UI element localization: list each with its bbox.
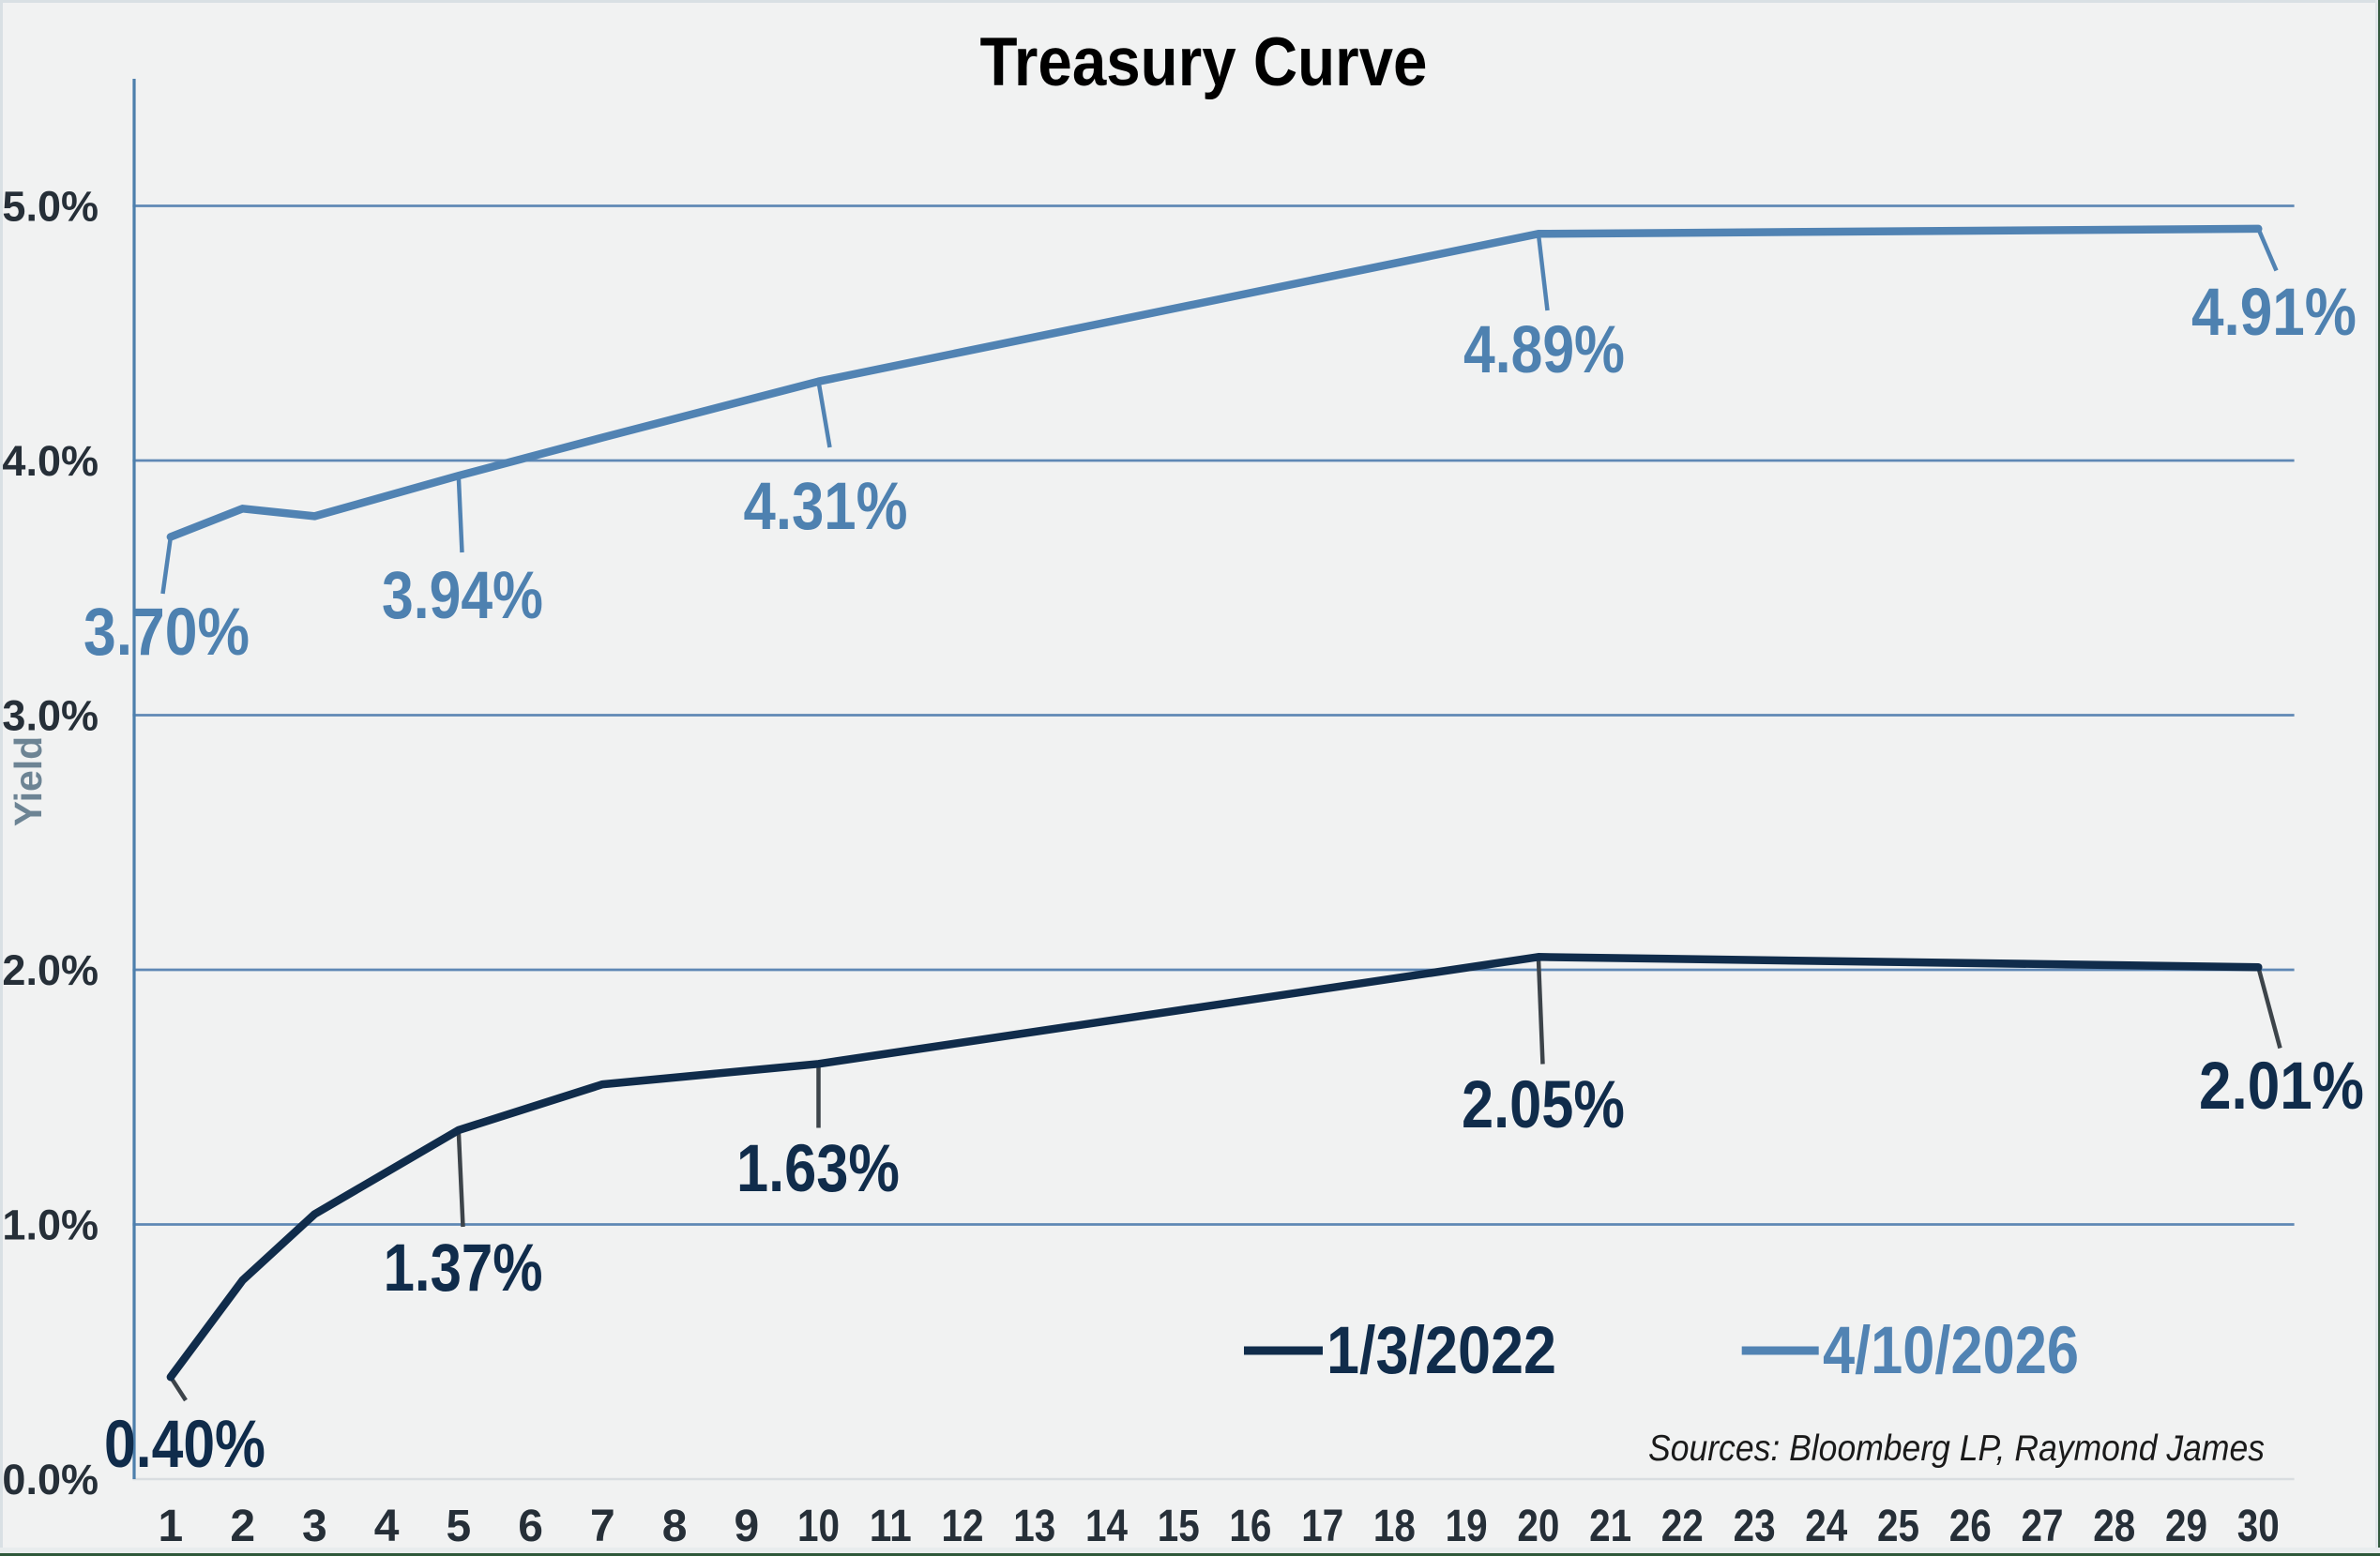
svg-text:17: 17 [1301, 1502, 1343, 1551]
svg-text:24: 24 [1805, 1502, 1847, 1551]
svg-text:23: 23 [1734, 1502, 1776, 1551]
svg-text:4/10/2026: 4/10/2026 [1823, 1314, 2079, 1388]
svg-text:4.31%: 4.31% [744, 470, 908, 544]
svg-text:5.0%: 5.0% [2, 183, 99, 231]
svg-text:2.0%: 2.0% [2, 946, 99, 994]
svg-text:9: 9 [734, 1502, 759, 1551]
svg-text:0.40%: 0.40% [104, 1408, 265, 1482]
svg-text:8: 8 [662, 1502, 688, 1551]
svg-text:1.37%: 1.37% [384, 1231, 543, 1306]
svg-text:Sources: Bloomberg LP, Raymond: Sources: Bloomberg LP, Raymond James [1648, 1428, 2265, 1469]
svg-text:16: 16 [1229, 1502, 1271, 1551]
svg-text:15: 15 [1158, 1502, 1200, 1551]
svg-text:28: 28 [2093, 1502, 2135, 1551]
svg-text:26: 26 [1949, 1502, 1992, 1551]
svg-text:2: 2 [230, 1502, 255, 1551]
svg-text:30: 30 [2237, 1502, 2280, 1551]
svg-text:1: 1 [159, 1502, 184, 1551]
svg-text:1.0%: 1.0% [2, 1201, 99, 1249]
svg-text:14: 14 [1085, 1502, 1128, 1551]
svg-text:12: 12 [942, 1502, 984, 1551]
svg-text:3.70%: 3.70% [83, 596, 250, 670]
svg-text:20: 20 [1517, 1502, 1559, 1551]
svg-text:7: 7 [590, 1502, 615, 1551]
svg-text:3.94%: 3.94% [382, 559, 543, 633]
svg-text:1.63%: 1.63% [736, 1132, 900, 1206]
svg-text:0.0%: 0.0% [2, 1456, 99, 1503]
svg-text:4: 4 [374, 1502, 400, 1551]
svg-text:3.0%: 3.0% [2, 692, 99, 740]
svg-text:25: 25 [1877, 1502, 1919, 1551]
svg-text:5: 5 [447, 1502, 472, 1551]
svg-text:3: 3 [302, 1502, 327, 1551]
svg-text:4.91%: 4.91% [2191, 276, 2357, 350]
svg-text:18: 18 [1373, 1502, 1416, 1551]
svg-text:10: 10 [797, 1502, 840, 1551]
svg-text:22: 22 [1661, 1502, 1704, 1551]
svg-text:1/3/2022: 1/3/2022 [1326, 1314, 1556, 1388]
svg-text:Treasury Curve: Treasury Curve [980, 23, 1428, 100]
svg-text:6: 6 [518, 1502, 543, 1551]
svg-text:4.89%: 4.89% [1463, 313, 1625, 387]
svg-text:13: 13 [1013, 1502, 1055, 1551]
svg-text:Yield: Yield [7, 736, 50, 826]
svg-text:2.01%: 2.01% [2199, 1050, 2364, 1124]
svg-text:11: 11 [870, 1502, 912, 1551]
svg-text:21: 21 [1589, 1502, 1631, 1551]
svg-text:29: 29 [2165, 1502, 2207, 1551]
svg-text:19: 19 [1446, 1502, 1488, 1551]
svg-text:2.05%: 2.05% [1462, 1068, 1625, 1142]
svg-text:27: 27 [2022, 1502, 2064, 1551]
svg-text:4.0%: 4.0% [2, 437, 99, 485]
